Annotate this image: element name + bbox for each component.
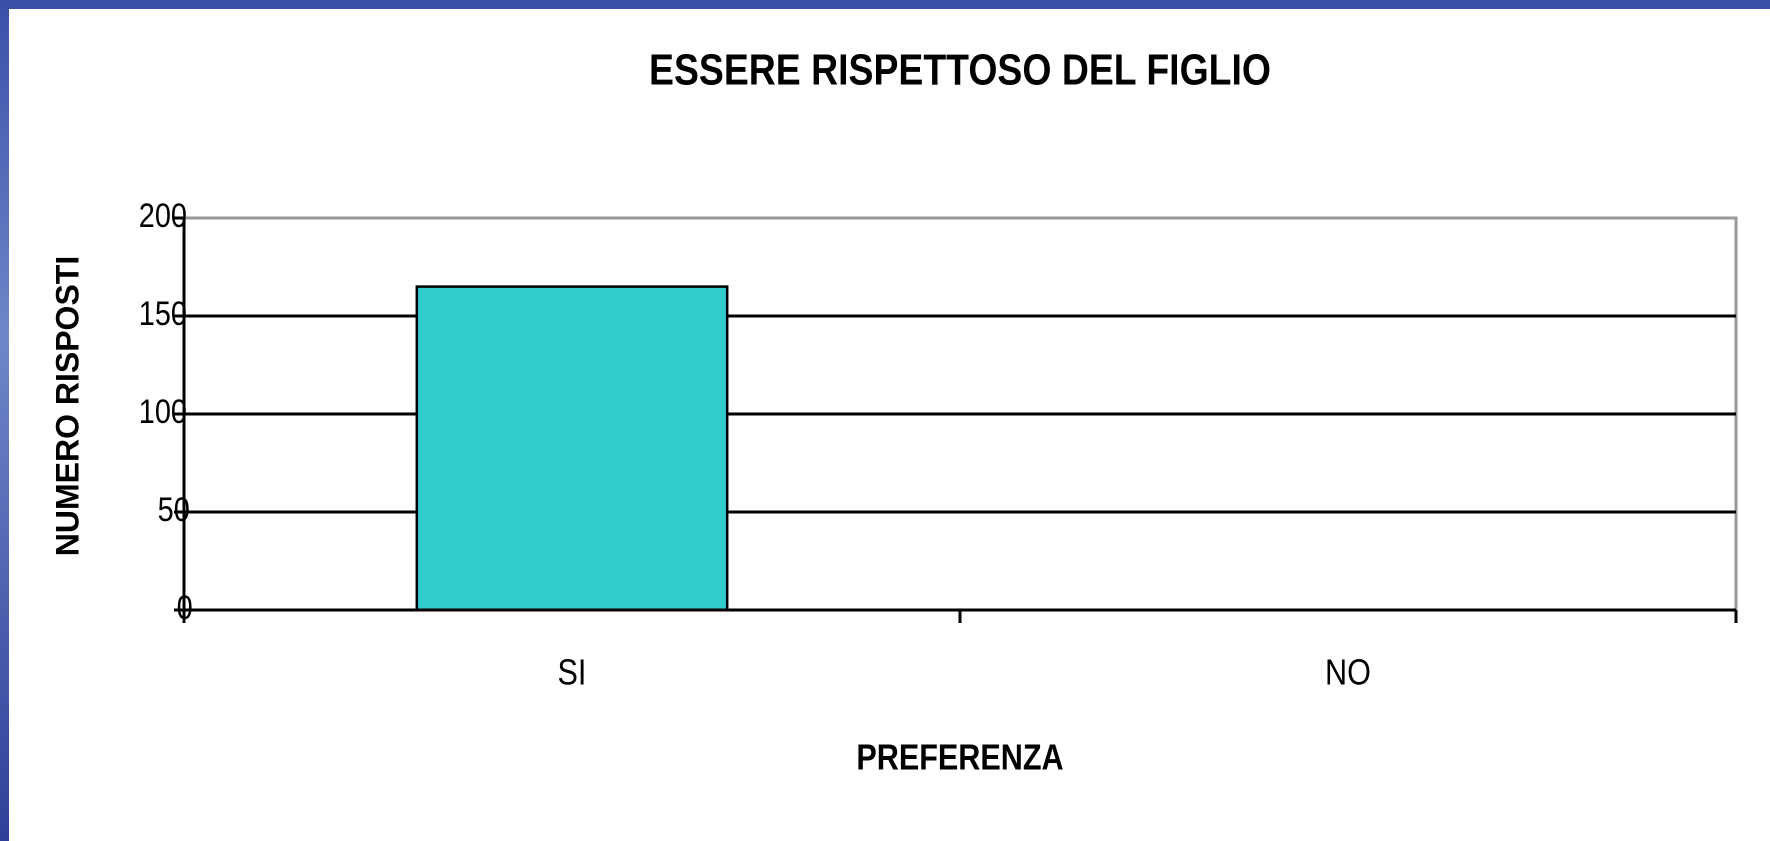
bar [415, 285, 729, 612]
x-tick-label: SI [558, 653, 587, 693]
y-axis-label: NUMERO RISPOSTI [49, 256, 85, 556]
y-tick-label: 150 [139, 294, 187, 333]
chart-panel [9, 9, 1770, 841]
x-tick-label: NO [1325, 653, 1371, 693]
y-tick-label: 100 [139, 392, 187, 431]
x-axis-label: PREFERENZA [856, 738, 1063, 778]
y-tick-label: 200 [139, 196, 187, 235]
chart-title: ESSERE RISPETTOSO DEL FIGLIO [649, 45, 1271, 95]
